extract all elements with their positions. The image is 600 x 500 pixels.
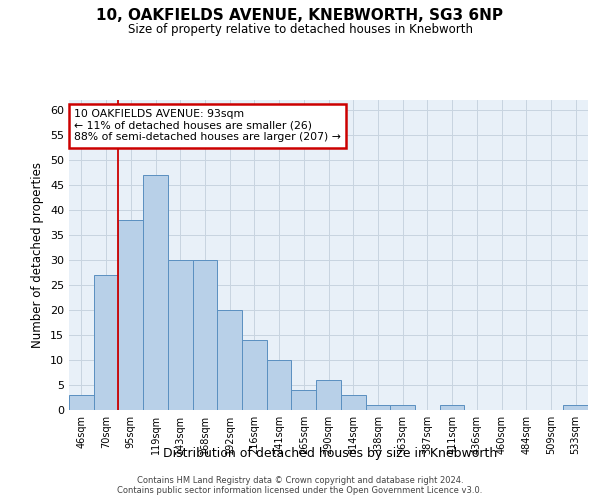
- Bar: [440, 405, 464, 410]
- Bar: [563, 405, 588, 410]
- Text: Contains HM Land Registry data © Crown copyright and database right 2024.
Contai: Contains HM Land Registry data © Crown c…: [118, 476, 482, 495]
- Bar: [267, 360, 292, 410]
- Text: Distribution of detached houses by size in Knebworth: Distribution of detached houses by size …: [163, 448, 497, 460]
- Bar: [365, 405, 390, 410]
- Y-axis label: Number of detached properties: Number of detached properties: [31, 162, 44, 348]
- Bar: [193, 260, 217, 410]
- Bar: [341, 395, 365, 410]
- Bar: [316, 380, 341, 410]
- Text: Size of property relative to detached houses in Knebworth: Size of property relative to detached ho…: [128, 22, 473, 36]
- Bar: [118, 220, 143, 410]
- Bar: [168, 260, 193, 410]
- Text: 10 OAKFIELDS AVENUE: 93sqm
← 11% of detached houses are smaller (26)
88% of semi: 10 OAKFIELDS AVENUE: 93sqm ← 11% of deta…: [74, 110, 341, 142]
- Bar: [69, 395, 94, 410]
- Text: 10, OAKFIELDS AVENUE, KNEBWORTH, SG3 6NP: 10, OAKFIELDS AVENUE, KNEBWORTH, SG3 6NP: [97, 8, 503, 22]
- Bar: [217, 310, 242, 410]
- Bar: [94, 275, 118, 410]
- Bar: [242, 340, 267, 410]
- Bar: [292, 390, 316, 410]
- Bar: [390, 405, 415, 410]
- Bar: [143, 175, 168, 410]
